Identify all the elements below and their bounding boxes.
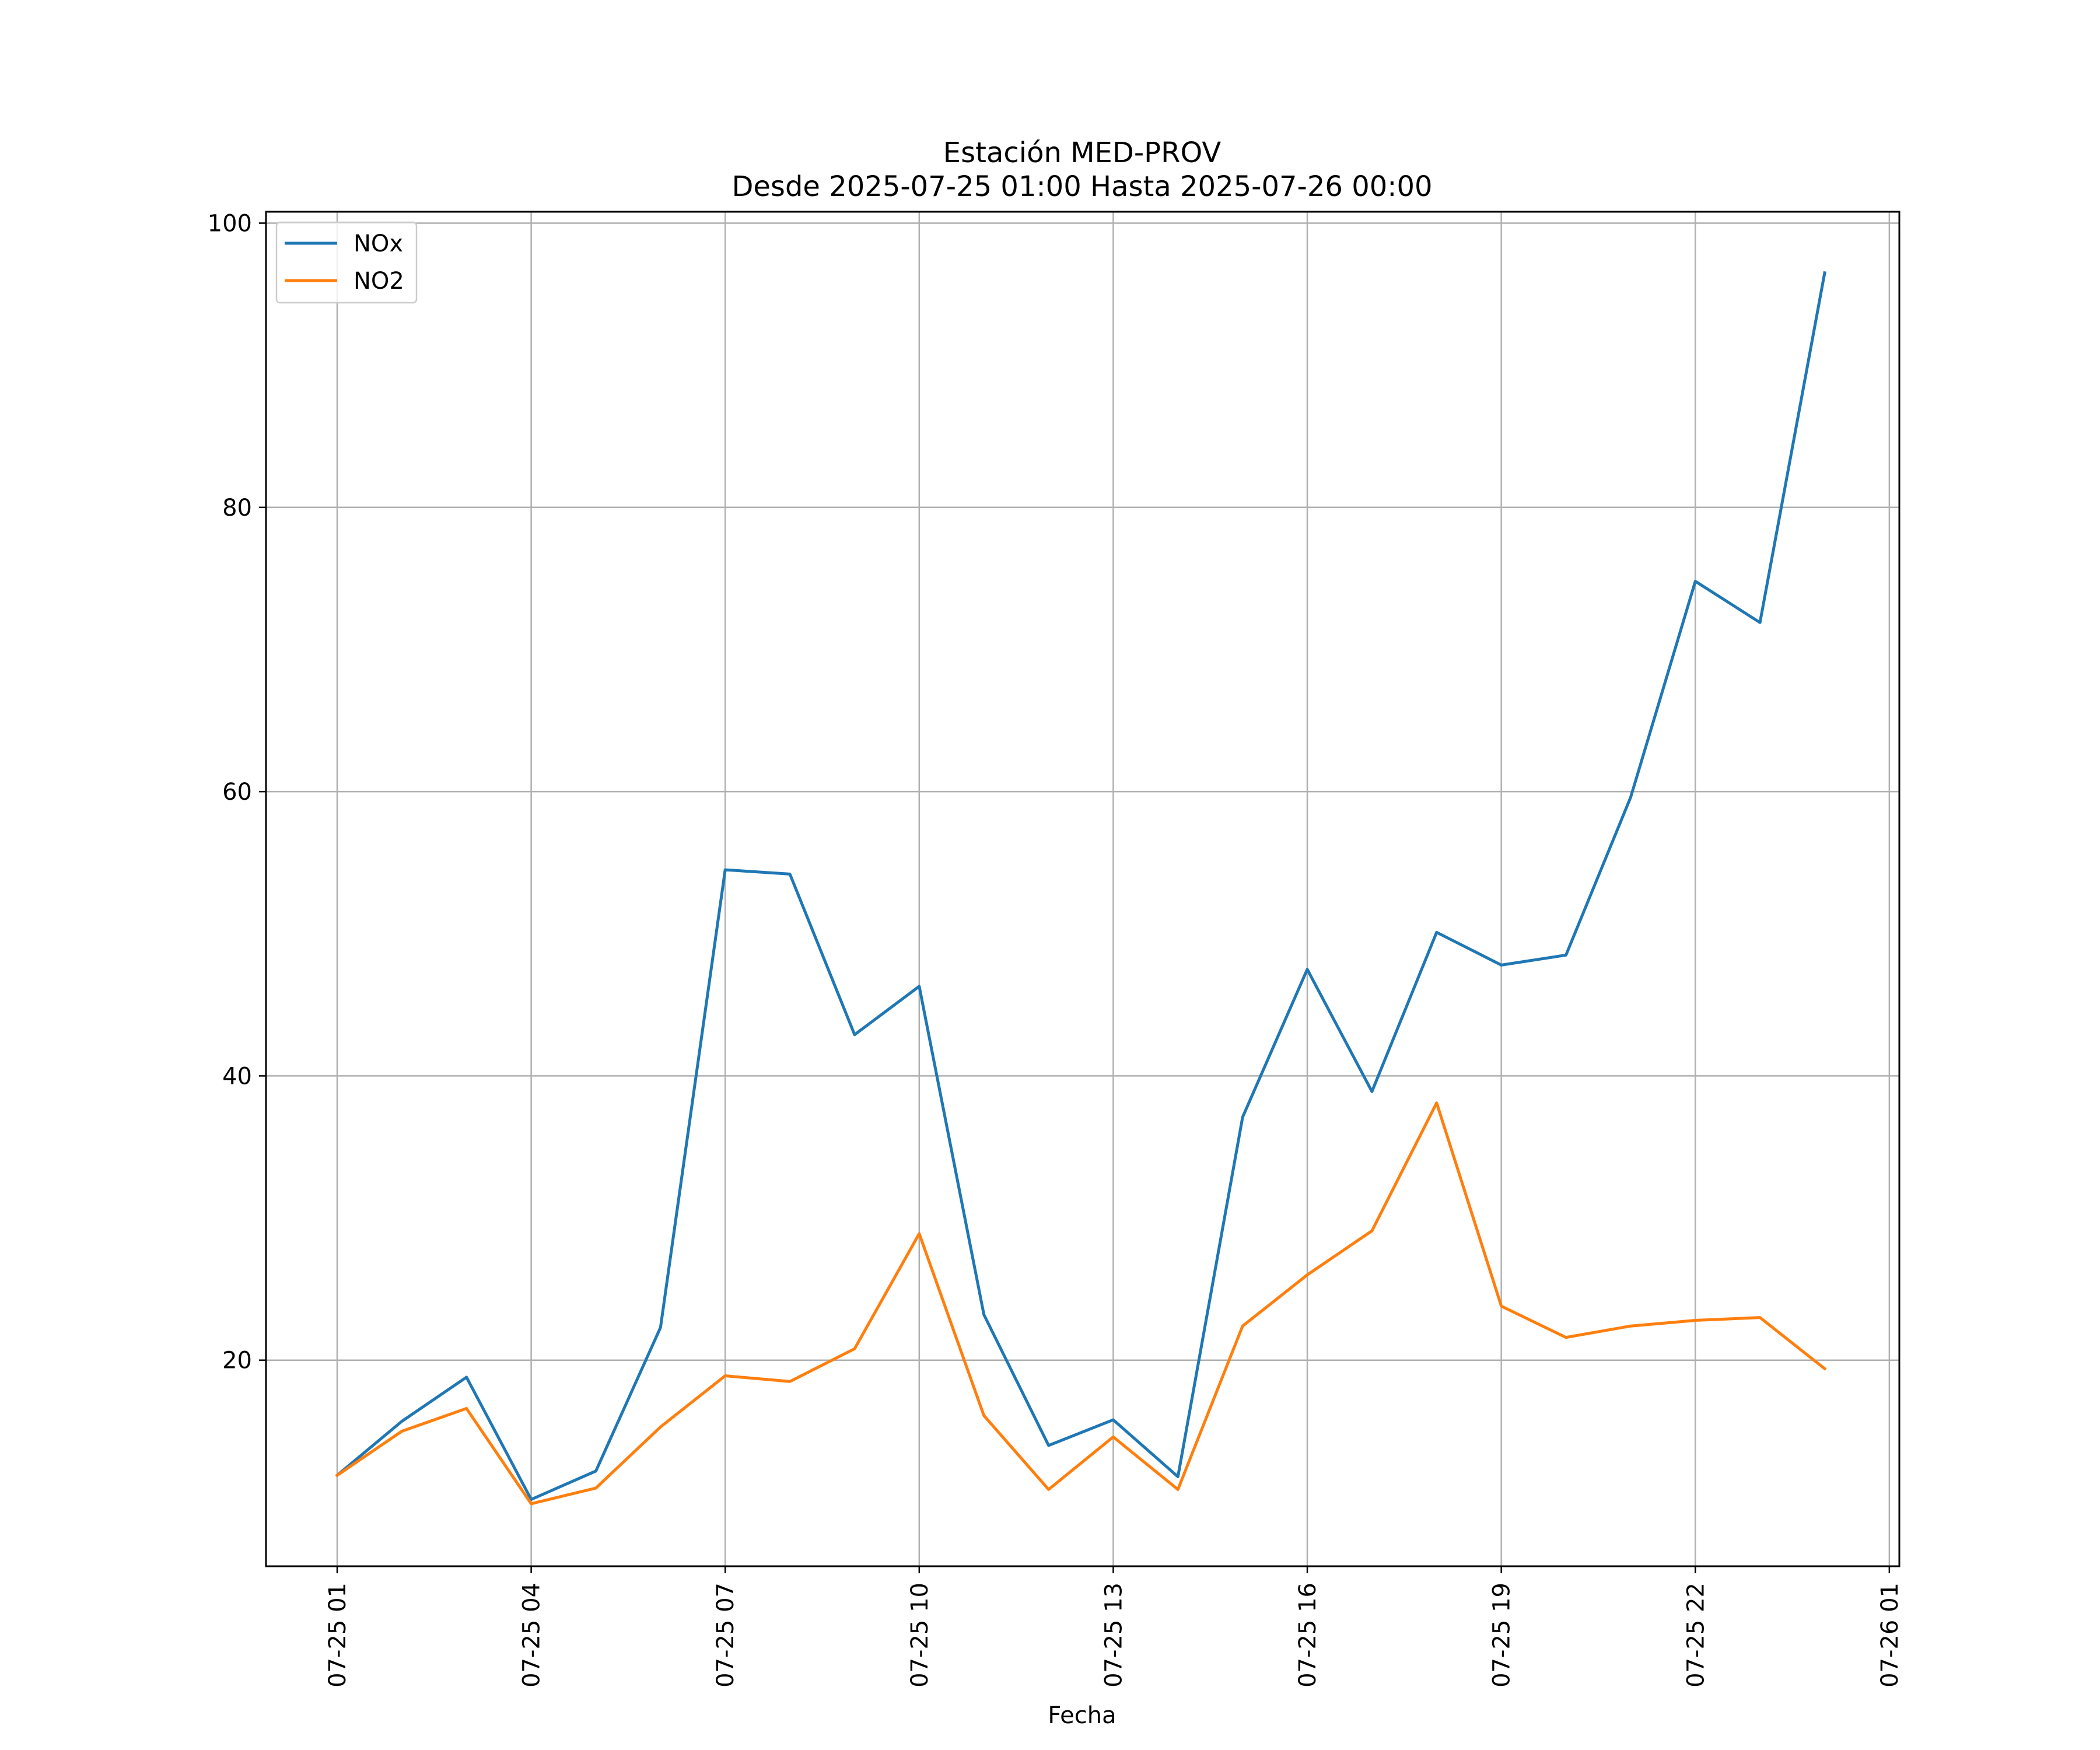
x-tick-label-07-25-04: 07-25 04 [519, 1583, 545, 1688]
series-layer [335, 271, 1827, 1506]
series-line-no2 [335, 1101, 1827, 1506]
y-tick-label-80: 80 [222, 495, 252, 522]
x-tick-label-07-25-13: 07-25 13 [1100, 1583, 1127, 1688]
x-tick-label-07-26-01: 07-26 01 [1877, 1583, 1903, 1688]
legend-label-no2: NO2 [354, 268, 404, 295]
x-tick-label-07-25-19: 07-25 19 [1489, 1583, 1516, 1688]
y-tick-label-100: 100 [208, 210, 252, 237]
y-tick-label-40: 40 [222, 1063, 252, 1090]
chart-title: Estación MED-PROV [943, 136, 1222, 169]
series-line-nox [335, 271, 1826, 1501]
legend: NOx NO2 [275, 221, 418, 304]
x-tick-label-07-25-07: 07-25 07 [712, 1583, 739, 1688]
grid [266, 212, 1899, 1566]
x-axis-label: Fecha [1048, 1702, 1116, 1729]
plot-frame [265, 211, 1901, 1567]
chart-subtitle: Desde 2025-07-25 01:00 Hasta 2025-07-26 … [732, 170, 1432, 203]
x-tick-label-07-25-16: 07-25 16 [1294, 1583, 1321, 1688]
x-tick-label-07-25-22: 07-25 22 [1682, 1583, 1709, 1688]
ticks-layer: 20 40 60 80 100 07-25 01 07-25 04 07-25 07 07-25… [208, 210, 1903, 1687]
legend-label-nox: NOx [354, 230, 403, 257]
y-tick-label-60: 60 [222, 779, 252, 806]
y-tick-label-20: 20 [222, 1348, 252, 1374]
x-tick-label-07-25-01: 07-25 01 [324, 1583, 351, 1688]
x-tick-label-07-25-10: 07-25 10 [907, 1583, 933, 1688]
